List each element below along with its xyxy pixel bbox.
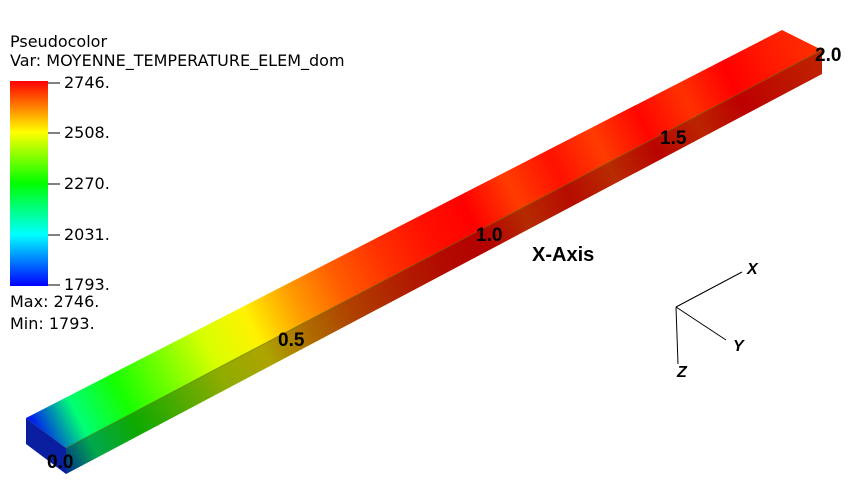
axis-tick-label: 2.0 [815,45,842,66]
legend-min: Min: 1793. [10,314,95,333]
axis-tick-label: 0.5 [278,330,305,351]
triad-x-line [675,271,743,308]
legend-variable: Var: MOYENNE_TEMPERATURE_ELEM_dom [10,51,345,70]
axis-tick-label: 0.0 [47,452,74,473]
colorbar-tick-label: 2746. [64,73,110,92]
beam-mesh[interactable] [26,30,823,474]
beam-edge [65,49,823,449]
triad-label-x: X [747,261,758,278]
colorbar [10,81,48,286]
beam-end-face [26,418,66,474]
colorbar-tick-label: 2270. [64,174,110,193]
axis-tick-label: 1.0 [476,225,503,246]
triad-z-line [675,306,679,365]
colorbar-tick-label: 2508. [64,123,110,142]
triad-y-line [675,306,727,341]
axis-triad [675,271,743,365]
beam-front-shade [66,50,822,474]
axis-title: X-Axis [532,244,595,266]
colorbar-tick-label: 1793. [64,275,110,294]
colorbar-ticks [48,82,60,286]
triad-label-y: Y [733,338,744,355]
colorbar-tick-label: 2031. [64,225,110,244]
beam-top-face [26,30,822,448]
axis-tick-label: 1.5 [660,128,687,149]
triad-label-z: Z [677,364,687,381]
legend-max: Max: 2746. [10,292,100,311]
legend-plot-type: Pseudocolor [10,32,108,51]
